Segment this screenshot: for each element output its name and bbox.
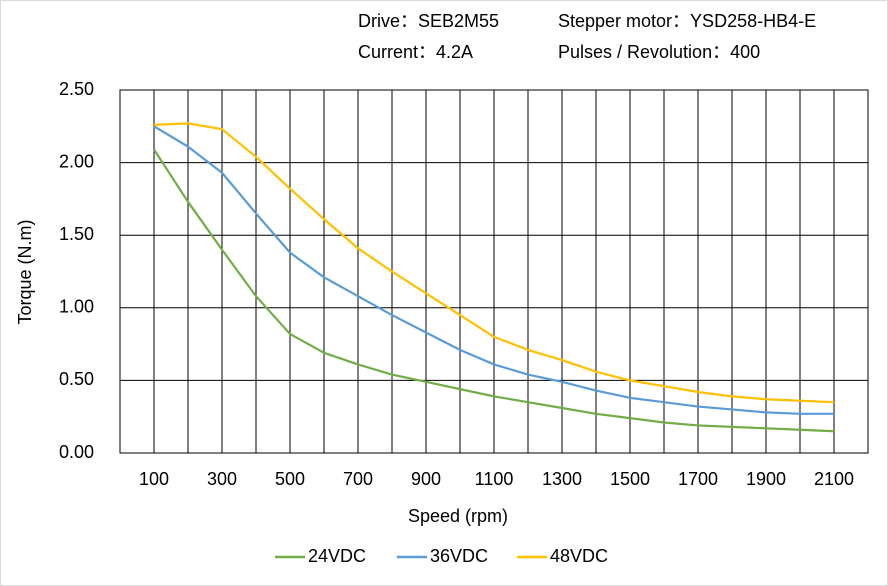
annotation: Stepper motor：YSD258-HB4-E: [558, 11, 816, 31]
data-line: [153, 122, 835, 404]
x-tick-label: 900: [411, 469, 441, 489]
x-tick-label: 1900: [746, 469, 786, 489]
x-tick-label: 2100: [814, 469, 854, 489]
x-tick-label: 1500: [610, 469, 650, 489]
y-axis-label: Torque (N.m): [15, 219, 35, 324]
legend-label: 24VDC: [308, 546, 366, 566]
x-tick-label: 1100: [475, 469, 514, 489]
data-line: [153, 125, 834, 415]
x-tick-label: 500: [275, 469, 305, 489]
y-tick-label: 1.00: [59, 297, 94, 317]
annotation: Pulses / Revolution：400: [558, 42, 760, 62]
x-axis-label: Speed (rpm): [408, 506, 508, 526]
x-tick-label: 1300: [542, 469, 582, 489]
y-tick-label: 1.50: [59, 224, 94, 244]
x-tick-label: 700: [343, 469, 373, 489]
legend-label: 48VDC: [550, 546, 608, 566]
x-tick-label: 300: [207, 469, 237, 489]
y-tick-label: 2.50: [59, 79, 94, 99]
x-tick-label: 100: [139, 469, 169, 489]
y-tick-label: 2.00: [59, 151, 94, 171]
legend-label: 36VDC: [430, 546, 488, 566]
annotation: Current：4.2A: [358, 42, 473, 62]
y-tick-label: 0.50: [59, 369, 94, 389]
x-tick-label: 1700: [678, 469, 718, 489]
data-line: [153, 148, 835, 433]
annotation: Drive：SEB2M55: [358, 11, 499, 31]
y-tick-label: 0.00: [59, 442, 94, 462]
